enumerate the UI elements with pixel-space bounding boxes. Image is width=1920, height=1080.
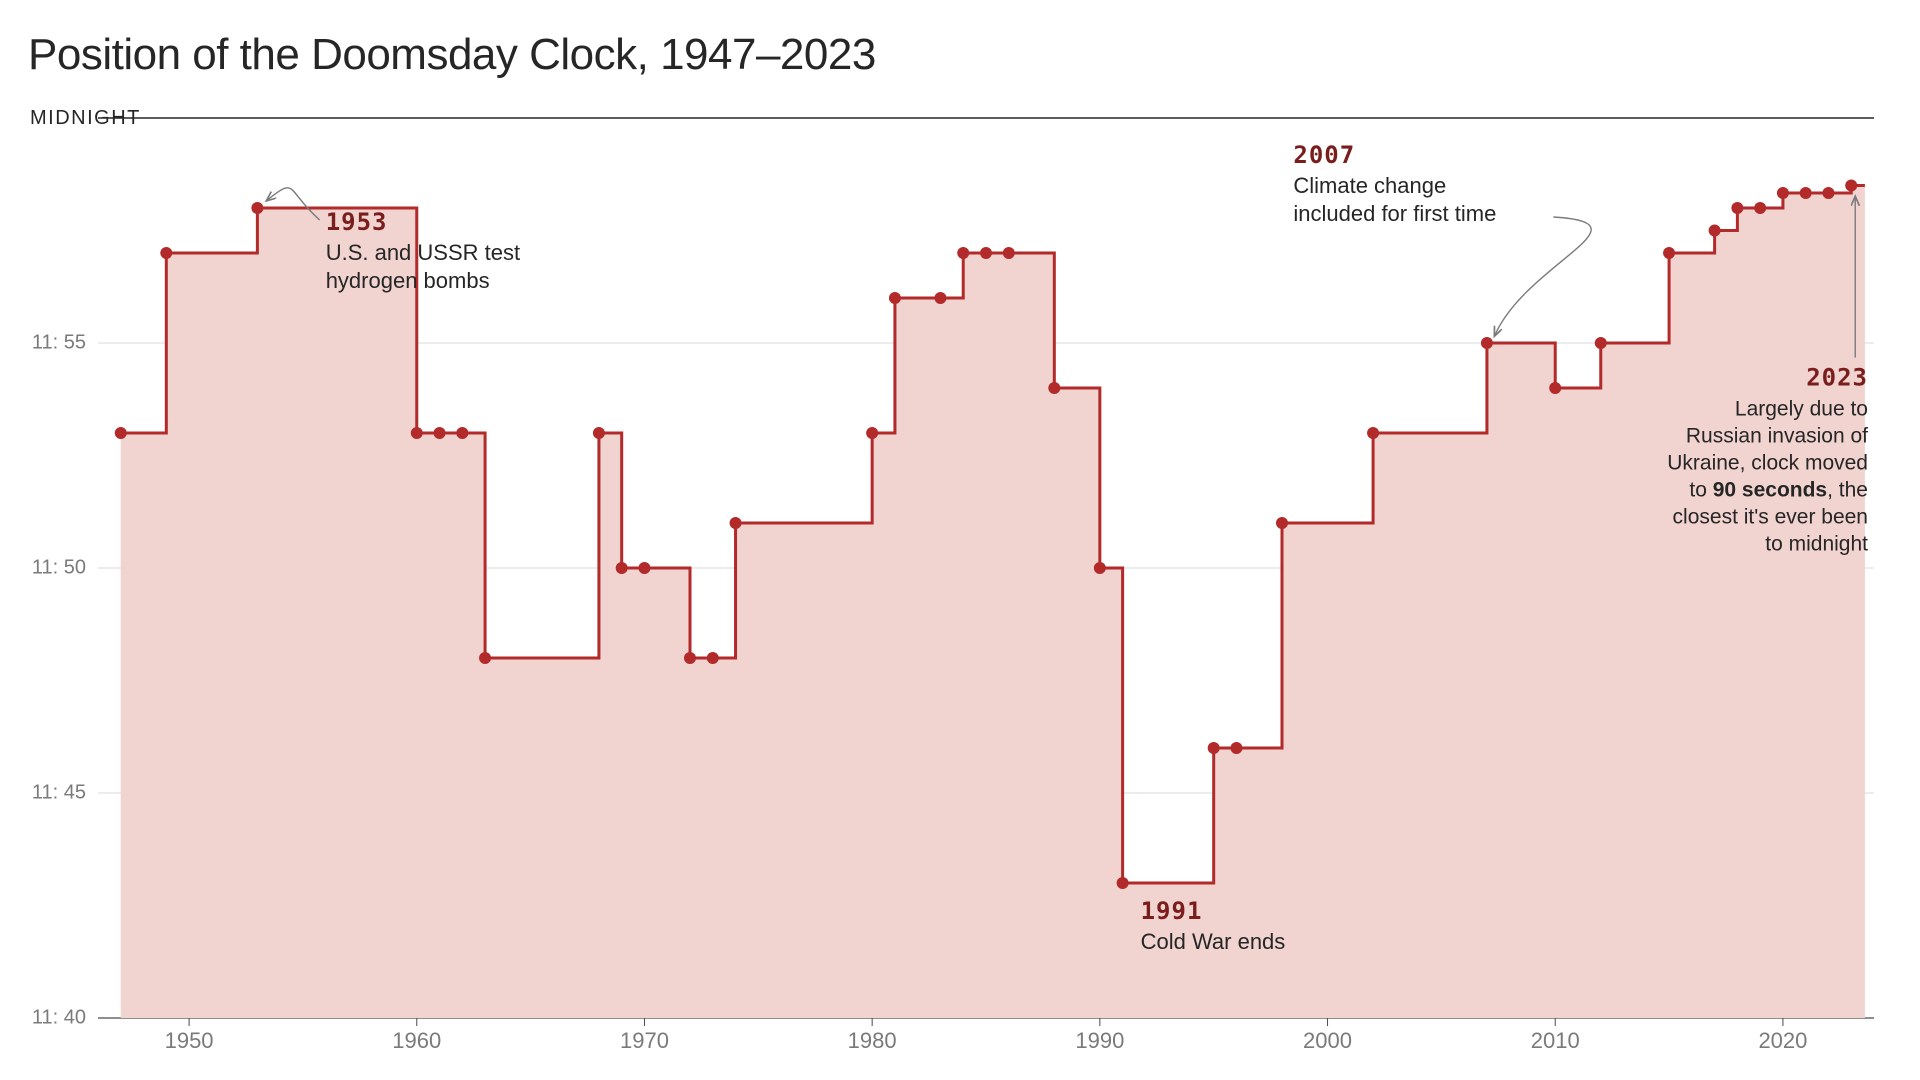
svg-text:Largely due to: Largely due to (1735, 398, 1868, 421)
svg-text:1991: 1991 (1141, 897, 1203, 925)
svg-text:closest it's ever been: closest it's ever been (1673, 506, 1868, 529)
svg-text:11: 40: 11: 40 (32, 1006, 86, 1028)
svg-text:1980: 1980 (848, 1028, 897, 1053)
svg-text:11: 55: 11: 55 (32, 331, 86, 353)
chart-svg: MIDNIGHT 11: 55 11: 50 11: 45 11: 40 1950 1960… (24, 98, 1884, 1058)
chart-title: Position of the Doomsday Clock, 1947–202… (28, 30, 1896, 80)
svg-text:2007: 2007 (1293, 141, 1355, 169)
svg-text:Ukraine, clock moved: Ukraine, clock moved (1667, 452, 1868, 475)
svg-text:to midnight: to midnight (1765, 533, 1868, 556)
svg-text:1960: 1960 (392, 1028, 441, 1053)
chart-plot-area: MIDNIGHT 11: 55 11: 50 11: 45 11: 40 1950 1960… (24, 98, 1896, 1058)
svg-text:2023: 2023 (1806, 364, 1868, 392)
svg-text:U.S. and USSR test: U.S. and USSR test (326, 240, 520, 265)
svg-text:1990: 1990 (1075, 1028, 1124, 1053)
svg-text:2000: 2000 (1303, 1028, 1352, 1053)
svg-text:1950: 1950 (165, 1028, 214, 1053)
svg-text:1953: 1953 (326, 208, 388, 236)
svg-text:2020: 2020 (1758, 1028, 1807, 1053)
svg-text:to 90 seconds, the: to 90 seconds, the (1689, 479, 1868, 502)
svg-text:11: 50: 11: 50 (32, 556, 86, 578)
svg-text:included for first time: included for first time (1293, 201, 1496, 226)
svg-text:MIDNIGHT: MIDNIGHT (30, 107, 141, 129)
svg-text:Cold War ends: Cold War ends (1141, 929, 1286, 954)
svg-text:2010: 2010 (1531, 1028, 1580, 1053)
svg-text:1970: 1970 (620, 1028, 669, 1053)
svg-text:Russian invasion of: Russian invasion of (1686, 425, 1868, 448)
svg-text:11: 45: 11: 45 (32, 781, 86, 803)
svg-text:Climate change: Climate change (1293, 173, 1446, 198)
svg-text:hydrogen bombs: hydrogen bombs (326, 268, 490, 293)
doomsday-chart: Position of the Doomsday Clock, 1947–202… (0, 0, 1920, 1080)
